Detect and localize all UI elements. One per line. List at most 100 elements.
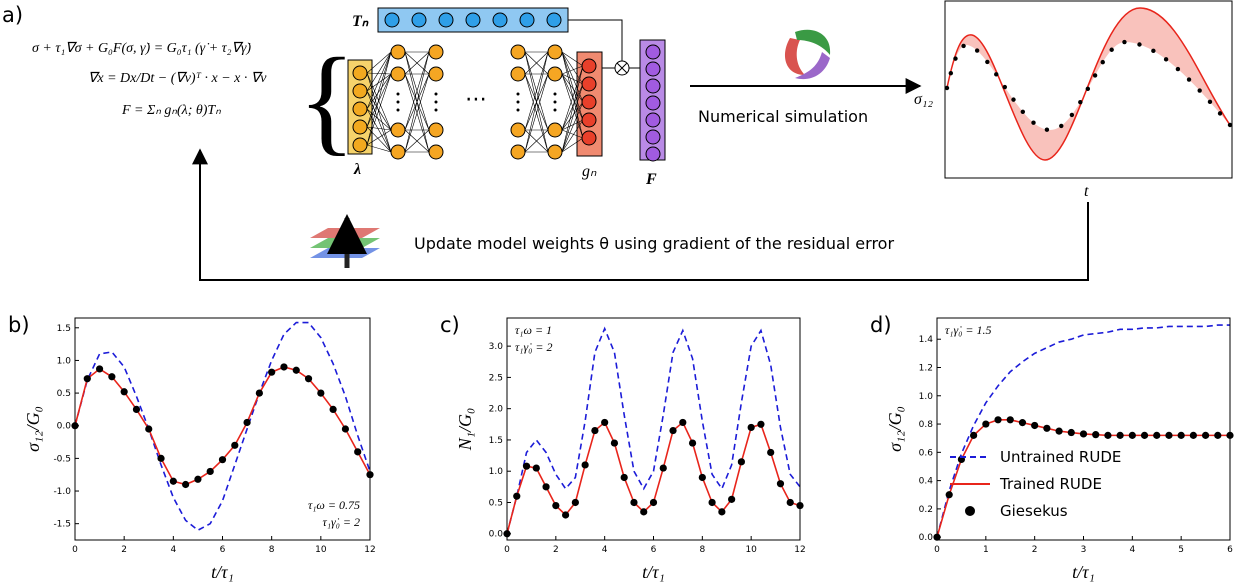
marker: [1128, 431, 1136, 439]
legend-marker: [965, 506, 975, 516]
sim-dot: [1197, 88, 1202, 93]
marker: [659, 464, 667, 472]
dot: [434, 108, 438, 112]
y-tick-label: 0.0: [489, 530, 504, 540]
edge: [561, 51, 584, 103]
sim-dot: [1078, 99, 1083, 105]
node: [390, 122, 406, 138]
marker: [95, 365, 104, 373]
marker: [591, 426, 599, 435]
marker: [522, 462, 531, 470]
x-axis-label: t/τ₁: [211, 562, 234, 582]
sim-dot: [1175, 66, 1181, 72]
edge: [561, 129, 584, 139]
x-tick-label: 1: [983, 545, 989, 555]
edge: [561, 83, 584, 153]
marker: [610, 439, 619, 447]
node: [546, 12, 562, 28]
series-line: [74, 366, 371, 486]
node: [352, 101, 368, 117]
y-axis-label: N₁/G₀: [455, 408, 475, 452]
marker: [688, 439, 697, 447]
x-tick-label: 8: [699, 545, 705, 555]
marker: [571, 498, 579, 507]
node: [581, 58, 597, 74]
x-tick-label: 10: [745, 545, 757, 555]
sim-dot: [1020, 109, 1026, 114]
marker: [679, 418, 687, 427]
series-line: [936, 324, 1230, 538]
edge: [366, 90, 392, 131]
node: [581, 76, 597, 92]
invariant-label: λ: [353, 161, 361, 178]
marker: [601, 418, 609, 427]
legend-label: Trained RUDE: [999, 475, 1102, 493]
annotation: τ₁γ̇₀ = 1.5: [945, 323, 991, 337]
panel-label: c): [440, 313, 460, 337]
y-tick-label: 0.0: [57, 422, 72, 432]
node: [390, 44, 406, 60]
edge: [561, 137, 584, 153]
x-tick-label: 2: [553, 545, 559, 555]
sim-dot: [1207, 99, 1213, 105]
sim-dot: [1002, 84, 1008, 90]
marker: [329, 405, 337, 414]
marker: [341, 425, 350, 433]
node: [428, 122, 444, 138]
sim-y-label: σ₁₂: [914, 91, 933, 108]
edge: [404, 129, 430, 153]
sim-dot: [1137, 42, 1142, 47]
marker: [1177, 431, 1185, 439]
sim-plot-frame: [944, 0, 1233, 179]
panel-label: d): [870, 313, 892, 337]
y-tick-label: 1.4: [919, 335, 934, 345]
equation: F = Σₙ gₙ(λ; θ)Tₙ: [121, 103, 221, 118]
marker: [354, 448, 362, 456]
node: [465, 12, 481, 28]
marker: [669, 426, 677, 435]
x-tick-label: 8: [269, 545, 275, 555]
equation: σ + τ₁∇σ + G₀F(σ, γ̇) = G₀τ₁ (γ̇ + τ₂∇γ̇…: [32, 41, 251, 56]
logo-part: [795, 29, 831, 55]
dot: [516, 100, 520, 104]
edge: [524, 73, 549, 153]
series-line: [506, 326, 801, 534]
dot: [516, 92, 520, 96]
marker: [1153, 431, 1161, 439]
edge: [524, 51, 549, 131]
marker: [698, 473, 706, 482]
y-tick-label: 0.6: [919, 448, 934, 458]
node: [645, 129, 661, 145]
connector: [568, 19, 640, 69]
dot: [396, 100, 400, 104]
edge: [366, 72, 392, 75]
output-label: F: [645, 171, 657, 188]
edge: [366, 73, 392, 110]
marker: [1031, 421, 1039, 430]
x-tick-label: 4: [1129, 545, 1135, 555]
y-tick-label: 0.4: [919, 477, 934, 487]
sim-dot: [1069, 112, 1075, 118]
y-tick-label: 1.0: [919, 392, 934, 402]
node: [411, 12, 427, 28]
marker: [728, 495, 736, 503]
dot: [396, 92, 400, 96]
node: [645, 61, 661, 77]
y-tick-label: 2.5: [489, 373, 503, 383]
edge: [561, 51, 584, 85]
x-tick-label: 0: [72, 545, 78, 555]
edge: [366, 126, 392, 153]
feedback-arrow: [192, 148, 1089, 281]
sim-dot: [1122, 39, 1127, 45]
layers-icon: [310, 214, 380, 268]
legend-label: Giesekus: [1000, 502, 1068, 520]
network: [347, 7, 666, 162]
edge: [366, 144, 392, 153]
logo-part: [785, 38, 805, 75]
annotation: τ₁ω = 1: [515, 323, 552, 337]
marker: [718, 508, 726, 516]
node: [438, 12, 454, 28]
y-tick-label: 1.0: [57, 356, 72, 366]
edge: [366, 108, 392, 153]
x-tick-label: 6: [1227, 545, 1233, 555]
